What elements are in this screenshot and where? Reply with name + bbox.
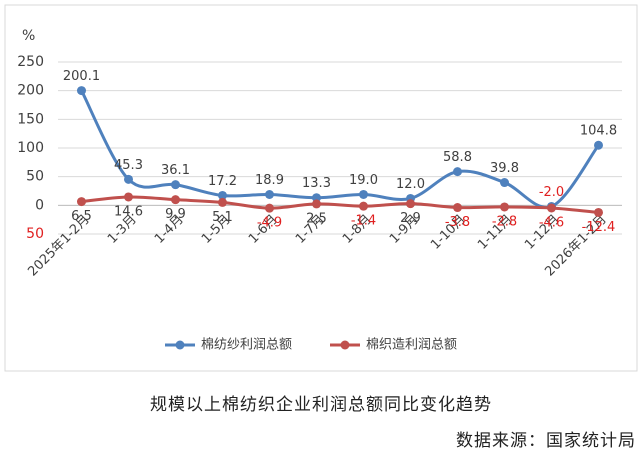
data-label: 18.9: [255, 173, 284, 188]
data-point: [77, 86, 86, 96]
data-label: 2.5: [306, 211, 327, 226]
y-tick-label: 200: [17, 83, 44, 99]
data-label: 14.6: [114, 204, 143, 219]
legend-marker: [175, 340, 185, 350]
data-label: 36.1: [161, 163, 190, 178]
data-point: [406, 199, 415, 209]
series-line: [80, 89, 600, 209]
y-tick-label: 150: [17, 111, 44, 127]
y-tick-label: 0: [35, 197, 44, 213]
data-label: 13.3: [302, 176, 331, 191]
data-label: 9.9: [165, 207, 186, 222]
data-point: [359, 189, 368, 199]
data-point: [124, 192, 133, 202]
data-point: [500, 178, 509, 188]
data-label: 19.0: [349, 173, 378, 188]
data-point: [265, 189, 274, 199]
data-label: 2.9: [400, 211, 421, 226]
data-point: [594, 140, 603, 150]
y-tick-label: 250: [17, 54, 44, 70]
chart-frame: [4, 4, 638, 372]
data-label: -2.0: [539, 185, 564, 200]
data-label: -4.6: [539, 215, 564, 230]
legend-label: 棉纺纱利润总额: [201, 338, 292, 353]
y-tick-label: 100: [17, 140, 44, 156]
data-label: -4.9: [257, 216, 282, 231]
data-point: [171, 195, 180, 205]
source: 数据来源：国家统计局: [456, 431, 636, 451]
data-label: 39.8: [490, 161, 519, 176]
y-tick-label: 50: [26, 226, 44, 242]
data-point: [547, 203, 556, 213]
data-point: [218, 197, 227, 207]
data-label: 12.0: [396, 177, 425, 192]
legend-marker: [340, 340, 350, 350]
data-point: [312, 193, 321, 203]
data-label: 104.8: [580, 124, 617, 139]
data-label: 17.2: [208, 174, 237, 189]
data-point: [594, 207, 603, 217]
data-point: [359, 201, 368, 211]
data-point: [218, 190, 227, 200]
y-tick-label: 50: [26, 169, 44, 185]
data-label: 6.5: [71, 209, 92, 224]
data-point: [265, 203, 274, 213]
data-label: -3.8: [445, 215, 470, 230]
data-point: [453, 167, 462, 177]
data-label: 58.8: [443, 150, 472, 165]
data-label: -2.8: [492, 214, 517, 229]
data-label: 200.1: [63, 69, 100, 84]
data-label: -1.4: [351, 214, 376, 229]
data-point: [171, 180, 180, 190]
data-point: [124, 174, 133, 184]
data-label: 45.3: [114, 158, 143, 173]
data-label: -12.4: [582, 220, 616, 235]
legend-label: 棉织造利润总额: [366, 338, 457, 353]
data-point: [453, 203, 462, 213]
y-axis-label: %: [22, 28, 35, 44]
data-label: 5.1: [212, 210, 233, 225]
data-point: [500, 202, 509, 212]
chart-title: 规模以上棉纺织企业利润总额同比变化趋势: [150, 395, 492, 415]
data-point: [312, 199, 321, 209]
data-point: [77, 197, 86, 207]
